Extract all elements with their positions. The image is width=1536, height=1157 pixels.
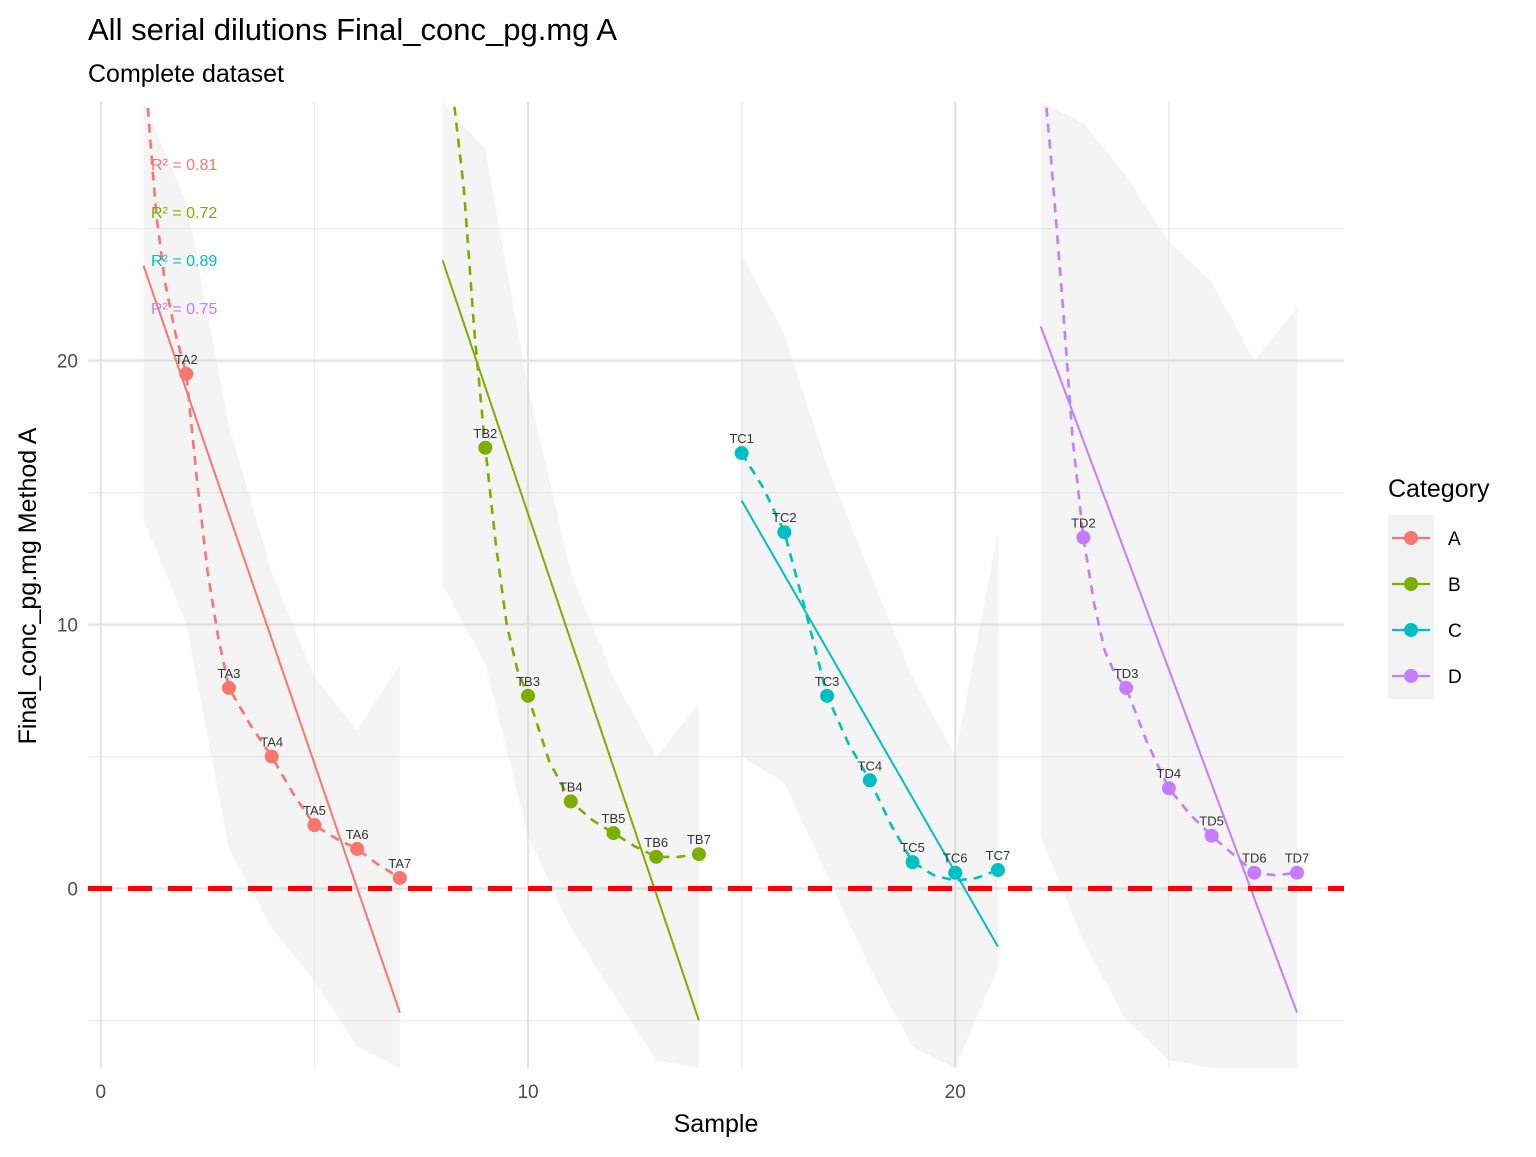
x-tick-label: 20 bbox=[945, 1082, 966, 1103]
confidence-band-A bbox=[143, 102, 400, 1068]
r2-label-C: R² = 0.89 bbox=[151, 253, 217, 270]
legend-point-B bbox=[1404, 577, 1418, 591]
point-label-tb7: TB7 bbox=[687, 832, 711, 847]
data-point-td7 bbox=[1290, 865, 1305, 880]
smooth-curve-D bbox=[1044, 102, 1298, 877]
point-label-tb2: TB2 bbox=[473, 426, 497, 441]
linear-fit-B bbox=[441, 260, 700, 1021]
r2-label-A: R² = 0.81 bbox=[151, 157, 217, 174]
point-label-ta5: TA5 bbox=[303, 803, 326, 818]
point-label-td4: TD4 bbox=[1157, 766, 1182, 781]
point-label-tc5: TC5 bbox=[900, 840, 925, 855]
data-point-tc4 bbox=[862, 773, 877, 788]
x-tick-label: 0 bbox=[96, 1082, 107, 1103]
legend-point-D bbox=[1404, 669, 1418, 683]
linear-fit-D bbox=[1039, 325, 1298, 1013]
point-label-tc1: TC1 bbox=[729, 431, 754, 446]
legend-label-A: A bbox=[1448, 529, 1461, 550]
data-point-tb2 bbox=[478, 440, 493, 455]
legend-label-C: C bbox=[1448, 621, 1462, 642]
plot-area: 0 10 20 0 10 20 TA2 TA3 TA4 TA5 TA6 TA7 TB2 TB3 TB4 TB5… bbox=[57, 102, 1344, 1103]
data-point-tb6 bbox=[649, 849, 664, 864]
x-axis-label: Sample bbox=[674, 1110, 759, 1138]
data-point-td2 bbox=[1076, 530, 1091, 545]
data-point-tc1 bbox=[734, 446, 749, 461]
point-label-td3: TD3 bbox=[1114, 666, 1139, 681]
point-label-tc6: TC6 bbox=[943, 851, 968, 866]
y-tick-label: 10 bbox=[57, 616, 78, 637]
point-label-ta7: TA7 bbox=[388, 856, 411, 871]
y-tick-label: 0 bbox=[67, 880, 78, 901]
point-label-ta3: TA3 bbox=[218, 666, 241, 681]
point-label-ta6: TA6 bbox=[346, 827, 369, 842]
confidence-band-B bbox=[442, 102, 699, 1068]
data-point-ta3 bbox=[221, 680, 236, 695]
data-point-td6 bbox=[1247, 865, 1262, 880]
data-point-ta7 bbox=[392, 870, 407, 885]
legend-label-D: D bbox=[1448, 667, 1462, 688]
data-point-tb5 bbox=[606, 826, 621, 841]
point-label-tb6: TB6 bbox=[644, 835, 668, 850]
point-label-ta2: TA2 bbox=[175, 352, 198, 367]
point-label-ta4: TA4 bbox=[260, 735, 283, 750]
point-label-tc4: TC4 bbox=[858, 758, 883, 773]
point-label-tb5: TB5 bbox=[602, 811, 626, 826]
data-point-ta6 bbox=[350, 841, 365, 856]
chart-subtitle: Complete dataset bbox=[88, 60, 284, 88]
smooth-curve-A bbox=[146, 102, 401, 880]
point-label-td5: TD5 bbox=[1199, 814, 1224, 829]
y-tick-label: 20 bbox=[57, 352, 78, 373]
point-label-tc3: TC3 bbox=[815, 674, 840, 689]
data-point-ta4 bbox=[264, 749, 279, 764]
data-point-tb7 bbox=[691, 847, 706, 862]
point-label-td2: TD2 bbox=[1071, 515, 1096, 530]
legend-title: Category bbox=[1388, 475, 1490, 503]
point-label-td6: TD6 bbox=[1242, 851, 1267, 866]
confidence-band-D bbox=[1040, 102, 1297, 1068]
point-label-td7: TD7 bbox=[1285, 851, 1310, 866]
linear-fit-A bbox=[142, 265, 401, 1013]
r2-label-D: R² = 0.75 bbox=[151, 301, 217, 318]
data-point-tc6 bbox=[948, 865, 963, 880]
y-axis-label: Final_conc_pg.mg Method A bbox=[14, 427, 42, 744]
legend-point-A bbox=[1404, 531, 1418, 545]
point-label-tc7: TC7 bbox=[986, 848, 1011, 863]
legend-label-B: B bbox=[1448, 575, 1461, 596]
data-point-tb3 bbox=[521, 688, 536, 703]
confidence-band-C bbox=[741, 255, 998, 1068]
point-label-tc2: TC2 bbox=[772, 510, 797, 525]
point-label-tb4: TB4 bbox=[559, 779, 583, 794]
r2-label-B: R² = 0.72 bbox=[151, 205, 217, 222]
data-point-tc2 bbox=[777, 525, 792, 540]
chart-title: All serial dilutions Final_conc_pg.mg A bbox=[88, 12, 617, 47]
plot-panel: TA2 TA3 TA4 TA5 TA6 TA7 TB2 TB3 TB4 TB5 TB6 TB7 TC1 T… bbox=[88, 102, 1344, 1068]
legend-point-C bbox=[1404, 623, 1418, 637]
data-point-ta5 bbox=[307, 818, 322, 833]
data-point-tc3 bbox=[820, 688, 835, 703]
data-point-td3 bbox=[1119, 680, 1134, 695]
legend: Category A B C D bbox=[1388, 475, 1490, 699]
data-point-tb4 bbox=[563, 794, 578, 809]
data-point-td4 bbox=[1161, 781, 1176, 796]
data-point-tc7 bbox=[990, 863, 1005, 878]
data-point-ta2 bbox=[179, 366, 194, 381]
gridlines bbox=[88, 102, 1344, 1068]
data-point-tc5 bbox=[905, 855, 920, 870]
point-label-tb3: TB3 bbox=[516, 674, 540, 689]
data-point-td5 bbox=[1204, 828, 1219, 843]
x-tick-label: 10 bbox=[517, 1082, 538, 1103]
